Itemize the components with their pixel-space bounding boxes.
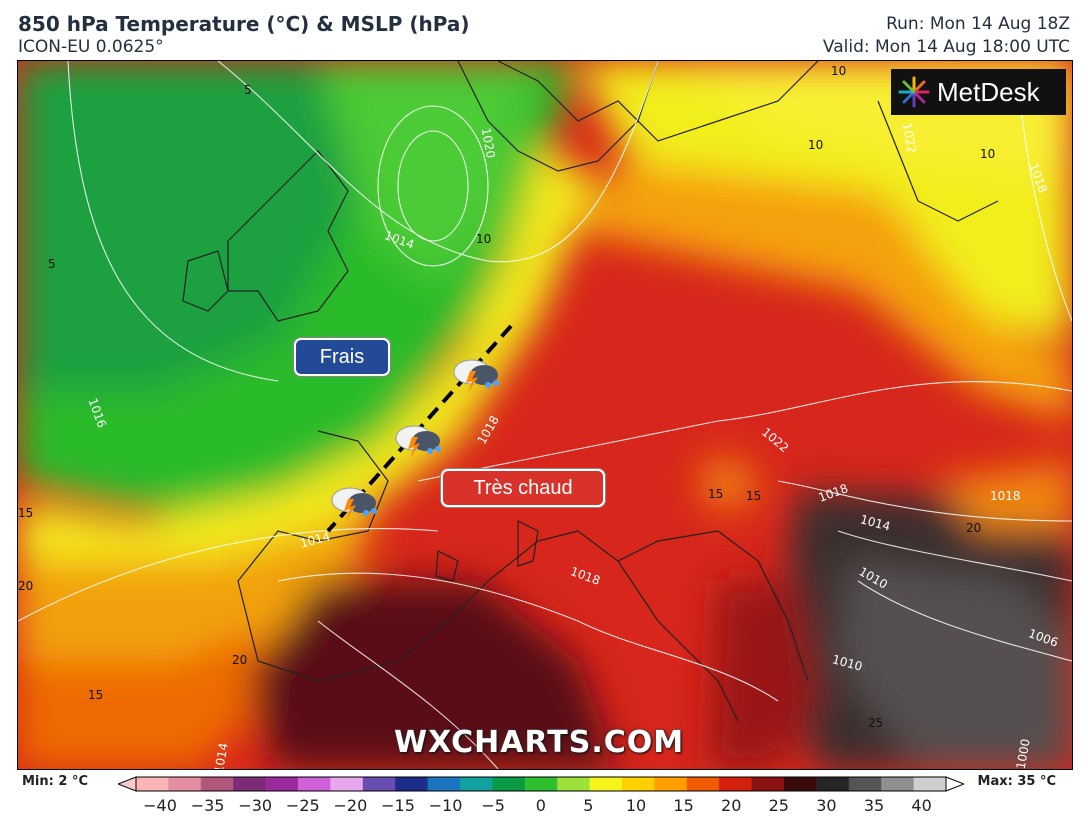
chart-title: 850 hPa Temperature (°C) & MSLP (hPa) <box>18 12 470 36</box>
legend-color-swatch <box>557 777 591 791</box>
legend-min: Min: 2 °C <box>22 774 88 789</box>
legend-max: Max: 35 °C <box>977 774 1056 789</box>
metdesk-logo: MetDesk <box>891 69 1066 115</box>
temperature-label: 10 <box>831 64 847 78</box>
legend-tick-label: −20 <box>333 796 368 815</box>
legend-tick-label: 20 <box>721 796 742 815</box>
legend-tick-label: −15 <box>381 796 415 815</box>
temperature-label: 20 <box>232 653 248 667</box>
legend-tick-label: −40 <box>143 796 177 815</box>
legend-color-swatch <box>265 777 299 791</box>
legend-color-swatch <box>751 777 785 791</box>
legend-tick-label: −10 <box>428 796 463 815</box>
temperature-label: 20 <box>966 521 982 535</box>
legend-color-swatch <box>427 777 461 791</box>
legend-color-swatch <box>784 777 817 791</box>
legend-color-swatch <box>362 777 396 791</box>
legend-color-swatch <box>719 777 753 791</box>
temperature-label: 15 <box>708 487 724 501</box>
legend-color-swatch <box>816 777 850 791</box>
legend-color-swatch <box>654 777 688 791</box>
legend-color-swatch <box>233 777 267 791</box>
legend-color-swatch <box>686 777 720 791</box>
legend-color-swatch <box>524 777 558 791</box>
temperature-label: 15 <box>746 489 762 503</box>
isobar-label: 1018 <box>990 489 1021 503</box>
legend-color-swatch <box>589 777 623 791</box>
temperature-label: 5 <box>244 83 252 97</box>
legend-color-swatch <box>460 777 493 791</box>
color-legend: Min: 2 °C Max: 35 °C −40 −35 −30 −25 −20 −15−… <box>0 772 1088 833</box>
weather-map[interactable]: Frais Très chaud 1014 1020 1022 1018 101… <box>17 60 1073 770</box>
temperature-label: 25 <box>868 716 884 730</box>
legend-color-swatch <box>848 777 882 791</box>
temperature-label: 10 <box>980 147 996 161</box>
legend-color-swatch <box>622 777 655 791</box>
temperature-label: 15 <box>18 506 34 520</box>
temperature-label: 5 <box>48 257 56 271</box>
temperature-label: 20 <box>18 579 34 593</box>
map-canvas <box>18 61 1072 769</box>
legend-color-swatch <box>913 777 947 791</box>
legend-color-swatch <box>330 777 364 791</box>
legend-tick-label: −30 <box>238 796 273 815</box>
metdesk-logo-text: MetDesk <box>937 76 1040 107</box>
thunderstorm-icon <box>331 487 377 521</box>
legend-tick-label: −25 <box>285 796 320 815</box>
thunderstorm-icon <box>395 425 441 459</box>
legend-color-swatch <box>395 777 429 791</box>
legend-tick-label: 0 <box>535 796 546 815</box>
legend-color-swatch <box>881 777 915 791</box>
model-label: ICON-EU 0.0625° <box>18 37 164 57</box>
legend-max-arrow <box>945 776 964 792</box>
legend-colorbar-border <box>135 776 947 792</box>
temperature-label: 10 <box>808 138 824 152</box>
temperature-label: 10 <box>476 232 492 246</box>
legend-tick-label: −5 <box>481 796 505 815</box>
cool-zone-label: Frais <box>294 338 390 376</box>
legend-color-swatch <box>168 777 202 791</box>
hot-zone-label: Très chaud <box>441 469 605 507</box>
legend-colorbar <box>118 776 964 792</box>
valid-label: Valid: Mon 14 Aug 18:00 UTC <box>822 37 1070 57</box>
legend-tick-label: 30 <box>816 796 837 815</box>
legend-tick-label: 40 <box>911 796 932 815</box>
legend-color-swatch <box>200 777 234 791</box>
legend-tick-label: −35 <box>190 796 225 815</box>
wxcharts-watermark: WXCHARTS.COM <box>394 725 685 760</box>
legend-tick-label: 35 <box>863 796 885 815</box>
legend-color-swatch <box>492 777 526 791</box>
temperature-label: 15 <box>88 688 104 702</box>
legend-tick-label: 5 <box>583 796 594 815</box>
thunderstorm-icon <box>453 359 499 393</box>
legend-tick-label: 10 <box>625 796 647 815</box>
legend-tick-label: 25 <box>768 796 789 815</box>
legend-color-swatch <box>136 777 169 791</box>
coastlines <box>182 61 999 722</box>
legend-color-swatch <box>298 777 331 791</box>
metdesk-burst-icon <box>898 76 930 108</box>
legend-tick-label: 15 <box>673 796 694 815</box>
isobars <box>18 61 1072 769</box>
legend-min-arrow <box>118 776 137 792</box>
run-label: Run: Mon 14 Aug 18Z <box>886 14 1070 34</box>
